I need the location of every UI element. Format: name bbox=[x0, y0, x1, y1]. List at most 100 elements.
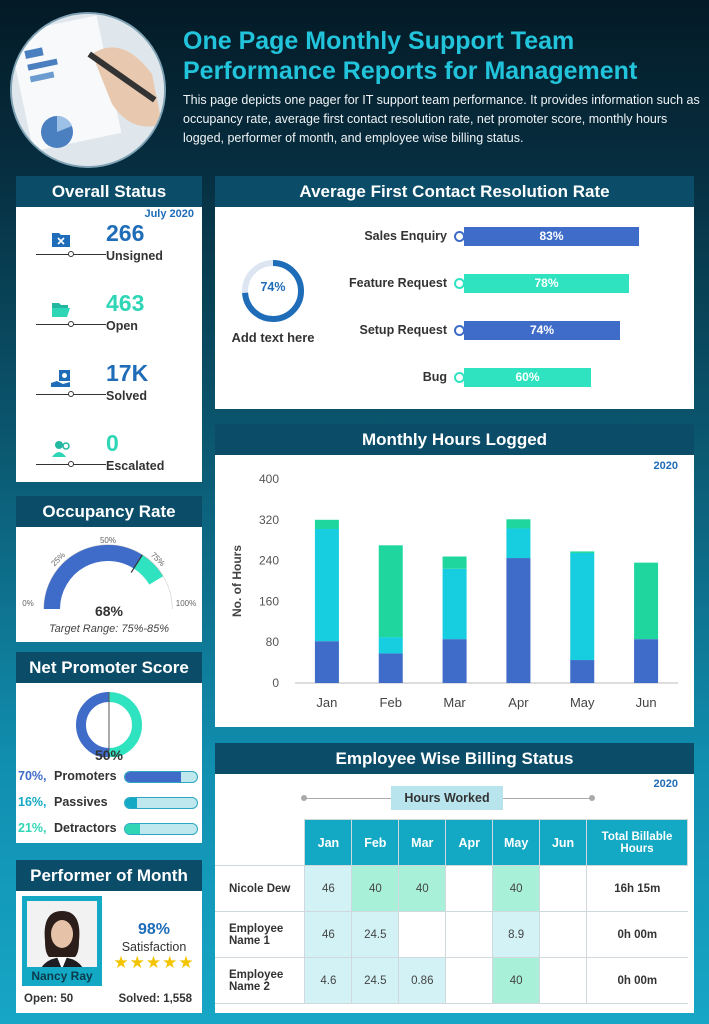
hours-worked-dot-left bbox=[301, 795, 307, 801]
hours-card: Monthly Hours Logged 2020 0 80 160 240 320 40… bbox=[215, 424, 694, 727]
overall-value: 17K bbox=[106, 360, 149, 386]
fcr-title: Average First Contact Resolution Rate bbox=[215, 176, 694, 207]
fcr-bar-label: Setup Request bbox=[359, 323, 447, 337]
nps-row-bar-fill bbox=[125, 824, 141, 834]
performer-stars: ★★★★★ bbox=[113, 953, 195, 972]
bar-segment bbox=[634, 639, 659, 683]
fcr-donut bbox=[242, 260, 304, 322]
bar-segment bbox=[570, 552, 595, 661]
nps-title: Net Promoter Score bbox=[16, 652, 202, 683]
occupancy-tick: 50% bbox=[100, 536, 116, 545]
overall-value: 266 bbox=[106, 220, 145, 246]
performer-name: Nancy Ray bbox=[22, 967, 102, 986]
billing-cell: 46 bbox=[304, 865, 353, 912]
billing-col-header: May bbox=[492, 819, 541, 866]
bar-segment bbox=[442, 639, 467, 683]
nps-card: 50% 70%, Promoters 16%, Passives 21%, Detract… bbox=[16, 683, 202, 843]
bar-segment bbox=[634, 562, 659, 640]
nps-row-bar-fill bbox=[125, 772, 182, 782]
billing-cell: 24.5 bbox=[351, 911, 400, 958]
billing-cell: 40 bbox=[398, 865, 447, 912]
overall-label: Escalated bbox=[106, 459, 165, 473]
nps-row-bar bbox=[124, 823, 198, 835]
billing-cell: 0.86 bbox=[398, 957, 447, 1004]
billing-cell: 40 bbox=[351, 865, 400, 912]
fcr-note: Add text here bbox=[231, 330, 315, 345]
folder-x-icon bbox=[50, 228, 72, 250]
billing-cell bbox=[539, 865, 588, 912]
occupancy-tick: 100% bbox=[176, 599, 196, 608]
billing-row-name: Employee Name 1 bbox=[215, 911, 306, 958]
billing-col-header: Total Billable Hours bbox=[586, 819, 688, 866]
nps-row-pct: 70%, bbox=[18, 769, 47, 783]
overall-period: July 2020 bbox=[144, 208, 194, 220]
billing-cell bbox=[398, 911, 447, 958]
overall-label: Open bbox=[106, 319, 138, 333]
fcr-bar-label: Sales Enquiry bbox=[364, 229, 447, 243]
x-tick-label: May bbox=[570, 695, 595, 710]
nps-gauge bbox=[76, 692, 142, 757]
occupancy-value: 68% bbox=[94, 603, 124, 619]
billing-cell: 40 bbox=[492, 957, 541, 1004]
fcr-donut-arc bbox=[242, 260, 304, 322]
billing-corner bbox=[215, 820, 305, 866]
hours-worked-label: Hours Worked bbox=[391, 786, 503, 810]
bar-segment bbox=[442, 556, 467, 569]
occupancy-card: 0% 25% 50% 75% 100% 68% Target Range: 75%-85… bbox=[16, 527, 202, 642]
bar-segment bbox=[378, 637, 403, 654]
page-title: One Page Monthly Support Team Performanc… bbox=[183, 27, 638, 85]
billing-year: 2020 bbox=[653, 778, 678, 790]
billing-table: Jan Feb Mar Apr May Jun Total Billable Hours Ni… bbox=[215, 819, 688, 1004]
billing-card: Employee Wise Billing Status 2020 Hours … bbox=[215, 743, 694, 1013]
occupancy-target-band bbox=[133, 554, 164, 585]
billing-total: 16h 15m bbox=[586, 865, 688, 912]
billing-cell: 40 bbox=[492, 865, 541, 912]
billing-row-name: Employee Name 2 bbox=[215, 957, 306, 1004]
occupancy-title: Occupancy Rate bbox=[16, 496, 202, 527]
y-tick-label: 0 bbox=[272, 676, 279, 690]
billing-cell bbox=[539, 957, 588, 1004]
bar-segment bbox=[378, 653, 403, 683]
y-tick-label: 80 bbox=[266, 635, 280, 649]
billing-cell: 46 bbox=[304, 911, 353, 958]
x-tick-label: Mar bbox=[443, 695, 466, 710]
overall-divider-dot bbox=[68, 461, 74, 467]
nps-positive-arc bbox=[108, 692, 142, 757]
billing-title: Employee Wise Billing Status bbox=[215, 743, 694, 774]
nps-row-bar bbox=[124, 797, 198, 809]
fcr-bar bbox=[464, 274, 629, 293]
fcr-bar-value: 60% bbox=[515, 370, 540, 384]
fcr-bar bbox=[464, 227, 639, 246]
hours-title: Monthly Hours Logged bbox=[215, 424, 694, 455]
y-tick-label: 240 bbox=[259, 554, 279, 568]
fcr-card: Average First Contact Resolution Rate 74… bbox=[215, 176, 694, 409]
folder-open-icon bbox=[50, 298, 72, 320]
overall-label: Unsigned bbox=[106, 249, 163, 263]
bar-segment bbox=[442, 568, 467, 640]
x-tick-label: Apr bbox=[508, 695, 529, 710]
hours-chart: 0 80 160 240 320 400 No. of Hours Jan Feb Mar Apr M… bbox=[230, 472, 678, 710]
bar-segment bbox=[378, 545, 403, 638]
billing-row-name: Nicole Dew bbox=[215, 865, 306, 912]
billing-col-header: Apr bbox=[445, 819, 494, 866]
bar-segment bbox=[314, 641, 339, 683]
fcr-bar-label: Bug bbox=[422, 370, 447, 384]
fcr-donut-label: 74% bbox=[260, 280, 286, 294]
billing-cell bbox=[539, 911, 588, 958]
billing-cell: 4.6 bbox=[304, 957, 353, 1004]
performer-title: Performer of Month bbox=[16, 860, 202, 891]
fcr-bar-value: 83% bbox=[539, 229, 564, 243]
overall-divider-dot bbox=[68, 391, 74, 397]
hours-year: 2020 bbox=[653, 460, 678, 472]
bar-segment bbox=[506, 558, 531, 683]
nps-row-bar bbox=[124, 771, 198, 783]
billing-col-header: Jan bbox=[304, 819, 353, 866]
billing-col-header: Jun bbox=[539, 819, 588, 866]
page-description: This page depicts one pager for IT suppo… bbox=[183, 93, 700, 145]
billing-cell: 24.5 bbox=[351, 957, 400, 1004]
nps-value: 50% bbox=[94, 747, 124, 763]
fcr-bar bbox=[464, 368, 591, 387]
nps-row-name: Passives bbox=[54, 795, 108, 809]
occupancy-tick: 0% bbox=[22, 599, 34, 608]
performer-solved: Solved: 1,558 bbox=[118, 993, 192, 1005]
